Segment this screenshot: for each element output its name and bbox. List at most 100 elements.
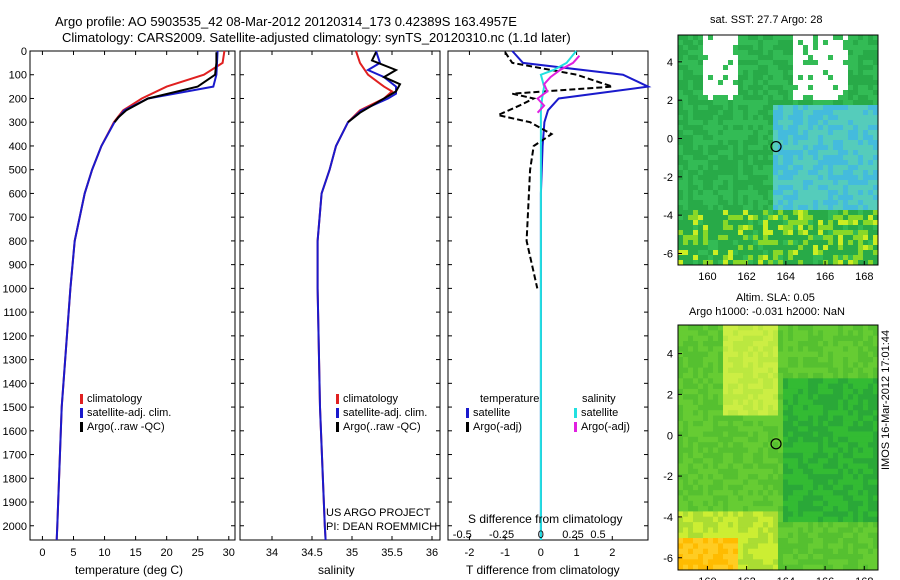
map-cell: [808, 45, 814, 51]
map-cell: [693, 330, 699, 337]
map-cell: [818, 522, 824, 528]
map-cell: [748, 55, 754, 61]
map-cell: [813, 522, 819, 528]
map-cell: [698, 260, 704, 266]
map-cell: [788, 160, 794, 166]
map-cell: [708, 335, 714, 342]
map-cell: [733, 235, 739, 241]
map-cell: [838, 145, 844, 151]
map-cell: [873, 325, 879, 331]
map-cell: [693, 522, 699, 528]
map-cell: [678, 235, 684, 241]
map-cell: [813, 145, 819, 151]
map-cell: [838, 564, 844, 571]
map-cell: [773, 100, 779, 106]
map-cell: [778, 436, 784, 443]
map-cell: [833, 458, 839, 465]
map-cell: [813, 85, 819, 91]
map-cell: [693, 145, 699, 151]
map-cell: [768, 500, 774, 507]
map-cell: [713, 452, 719, 459]
map-cell: [813, 260, 819, 266]
map-cell: [823, 415, 829, 422]
map-cell: [838, 543, 844, 550]
map-cell: [728, 527, 734, 534]
map-cell: [753, 185, 759, 191]
map-cell: [758, 50, 764, 56]
map-cell: [743, 522, 749, 528]
map-cell: [688, 115, 694, 121]
map-cell: [788, 431, 794, 438]
map-cell: [768, 404, 774, 411]
map-cell: [778, 155, 784, 161]
map-cell: [748, 548, 754, 555]
map-cell: [803, 420, 809, 427]
map-cell: [758, 404, 764, 411]
map-cell: [723, 95, 729, 101]
map-cell: [768, 105, 774, 111]
map-cell: [758, 205, 764, 211]
map-cell: [823, 140, 829, 146]
map-cell: [818, 145, 824, 151]
map-cell: [833, 522, 839, 528]
map-cell: [843, 75, 849, 81]
map-cell: [853, 404, 859, 411]
map-cell: [858, 145, 864, 151]
map-cell: [763, 447, 769, 454]
map-cell: [858, 210, 864, 216]
map-cell: [808, 538, 814, 544]
map-cell: [703, 325, 709, 331]
map-cell: [693, 215, 699, 221]
map-cell: [808, 230, 814, 236]
map-cell: [753, 205, 759, 211]
map-cell: [843, 160, 849, 166]
map-cell: [868, 50, 874, 56]
map-cell: [698, 474, 704, 480]
map-cell: [798, 120, 804, 126]
map-cell: [788, 484, 794, 491]
map-cell: [858, 100, 864, 106]
map-cell: [698, 346, 704, 353]
map-cell: [798, 410, 804, 417]
map-cell: [808, 426, 814, 433]
map-cell: [853, 185, 859, 191]
map-cell: [868, 415, 874, 422]
map-cell: [783, 522, 789, 528]
map-cell: [838, 240, 844, 246]
map-cell: [703, 215, 709, 221]
map-cell: [778, 458, 784, 465]
map-cell: [858, 341, 864, 347]
map-cell: [808, 410, 814, 417]
x-tick-label: 25: [192, 547, 204, 559]
map-cell: [693, 554, 699, 560]
map-cell: [698, 404, 704, 411]
map-cell: [763, 255, 769, 261]
map-cell: [833, 115, 839, 121]
map-cell: [738, 522, 744, 528]
map-cell: [718, 235, 724, 241]
map-cell: [803, 346, 809, 353]
map-cell: [873, 230, 879, 236]
map-cell: [713, 210, 719, 216]
map-cell: [808, 442, 814, 449]
map-cell: [693, 260, 699, 266]
map-cell: [833, 415, 839, 422]
map-cell: [723, 240, 729, 246]
map-cell: [773, 516, 779, 523]
map-cell: [753, 458, 759, 465]
map-cell: [868, 341, 874, 347]
map-cell: [783, 135, 789, 141]
map-cell: [833, 484, 839, 491]
map-cell: [863, 442, 869, 449]
map-cell: [853, 468, 859, 475]
map-cell: [863, 115, 869, 121]
map-cell: [683, 155, 689, 161]
map-cell: [733, 388, 739, 395]
map-cell: [688, 210, 694, 216]
map-cell: [703, 240, 709, 246]
map-cell: [788, 548, 794, 555]
map-cell: [793, 75, 799, 81]
map-cell: [858, 479, 864, 486]
map-cell: [798, 190, 804, 196]
map-cell: [868, 60, 874, 66]
